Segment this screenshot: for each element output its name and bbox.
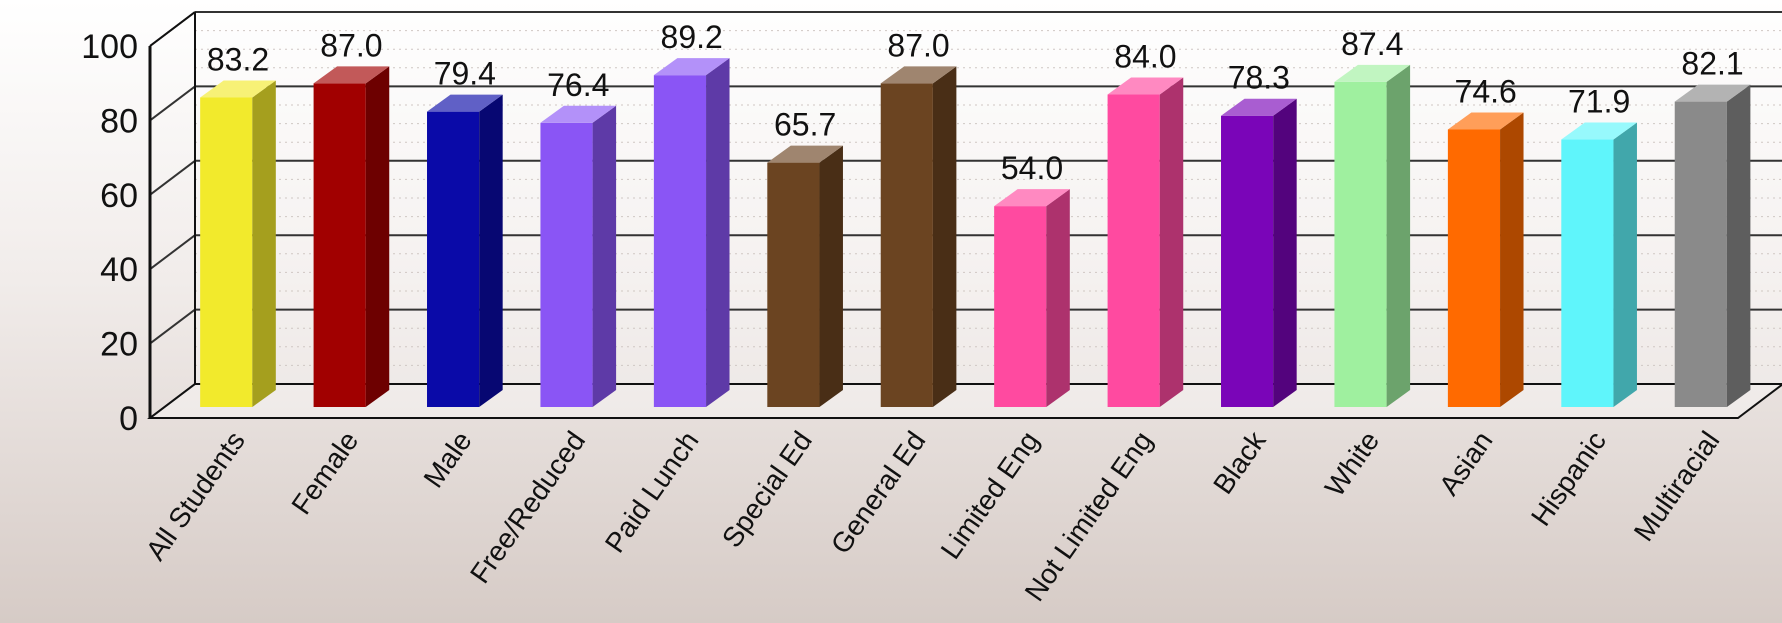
- bar-top: [994, 189, 1070, 207]
- gridline-side: [149, 85, 196, 122]
- value-label: 78.3: [1228, 60, 1290, 96]
- bar-top: [427, 94, 503, 112]
- gridline-side: [149, 234, 196, 270]
- bar-side: [1159, 77, 1184, 408]
- bar: [1107, 77, 1184, 408]
- value-label: 71.9: [1568, 84, 1630, 120]
- value-label: 82.1: [1681, 46, 1743, 82]
- bar-front: [313, 83, 366, 408]
- value-label: 79.4: [434, 56, 496, 92]
- y-tick-label: 0: [119, 400, 138, 438]
- bar-front: [1334, 81, 1387, 407]
- bar: [1561, 122, 1637, 408]
- grid: [149, 11, 1782, 419]
- bar-top: [1107, 77, 1184, 95]
- bar-top: [1561, 122, 1637, 140]
- bar-front: [1674, 101, 1727, 407]
- y-tick-label: 80: [100, 102, 138, 140]
- bar: [880, 66, 957, 408]
- bar-top: [1334, 64, 1411, 82]
- x-tick-label: Asian: [1433, 426, 1499, 501]
- bar-side: [1046, 189, 1070, 407]
- bar-side: [1500, 112, 1524, 407]
- bar: [1334, 64, 1411, 407]
- value-label: 87.0: [887, 27, 949, 63]
- bar: [200, 80, 276, 407]
- x-tick-label: Not Limited Eng: [1019, 426, 1159, 607]
- bar-top: [200, 80, 276, 98]
- bar-front: [1221, 115, 1274, 407]
- bar-top: [1674, 84, 1751, 102]
- value-label: 89.2: [661, 19, 723, 55]
- bar: [767, 145, 843, 407]
- bar: [994, 189, 1070, 407]
- x-tick-label: Free/Reduced: [464, 426, 591, 589]
- x-tick-label: General Ed: [825, 426, 932, 560]
- bar-side: [706, 58, 730, 408]
- x-tick-label: Male: [418, 426, 478, 494]
- bar-front: [1561, 139, 1614, 408]
- y-tick-label: 20: [100, 326, 138, 364]
- value-label: 65.7: [774, 107, 836, 143]
- gridline-side: [149, 308, 196, 345]
- x-tick-label: Special Ed: [716, 426, 818, 553]
- bar-top: [540, 105, 617, 123]
- y-axis-top: [149, 11, 196, 47]
- bar-top: [653, 58, 730, 76]
- x-tick-label: Limited Eng: [935, 426, 1045, 565]
- bar-front: [653, 75, 707, 408]
- bar-front: [1107, 94, 1160, 408]
- y-tick-label: 100: [81, 28, 138, 66]
- bar-side: [932, 66, 957, 408]
- y-tick-label: 40: [100, 251, 138, 289]
- value-label: 87.4: [1341, 26, 1403, 62]
- y-tick-label: 60: [100, 177, 138, 215]
- bar-top: [1447, 112, 1524, 130]
- x-tick-label: Female: [285, 426, 364, 520]
- bar-front: [1447, 129, 1501, 407]
- bar-top: [313, 66, 390, 84]
- bar-top: [880, 66, 957, 84]
- bar-side: [252, 80, 276, 407]
- x-tick-label: Multiracial: [1628, 426, 1726, 547]
- bar-top: [1221, 98, 1297, 116]
- value-label: 84.0: [1114, 39, 1176, 75]
- value-label: 74.6: [1455, 73, 1517, 109]
- bar: [1221, 98, 1297, 407]
- bar-front: [540, 122, 593, 408]
- bar: [1447, 112, 1524, 407]
- bar: [653, 58, 730, 408]
- bar-side: [1273, 98, 1297, 407]
- bar-front: [767, 162, 820, 407]
- value-label: 54.0: [1001, 150, 1063, 186]
- value-label: 83.2: [207, 41, 269, 77]
- value-label: 76.4: [547, 67, 609, 103]
- bar-front: [200, 97, 253, 407]
- bar-side: [479, 94, 503, 407]
- x-tick-label: All Students: [140, 426, 251, 566]
- bar-side: [1726, 84, 1751, 407]
- gridline-side: [149, 160, 196, 196]
- bar-front: [427, 111, 480, 408]
- bar: [540, 105, 617, 408]
- bars: [200, 58, 1751, 408]
- bar-side: [365, 66, 390, 408]
- bar-front: [880, 83, 933, 408]
- bar-side: [1386, 64, 1411, 407]
- bar-side: [819, 145, 843, 407]
- bar-side: [1613, 122, 1637, 408]
- x-tick-label: Hispanic: [1525, 426, 1612, 532]
- x-tick-label: Black: [1207, 425, 1272, 500]
- bar: [313, 66, 390, 408]
- x-tick-label: White: [1319, 426, 1385, 502]
- floor: [147, 383, 1782, 419]
- bar: [1674, 84, 1751, 407]
- bar: [427, 94, 503, 408]
- bar-front: [994, 206, 1047, 407]
- value-label: 87.0: [320, 27, 382, 63]
- bar-side: [592, 105, 617, 408]
- x-tick-label: Paid Lunch: [599, 426, 705, 559]
- bar-top: [767, 145, 843, 163]
